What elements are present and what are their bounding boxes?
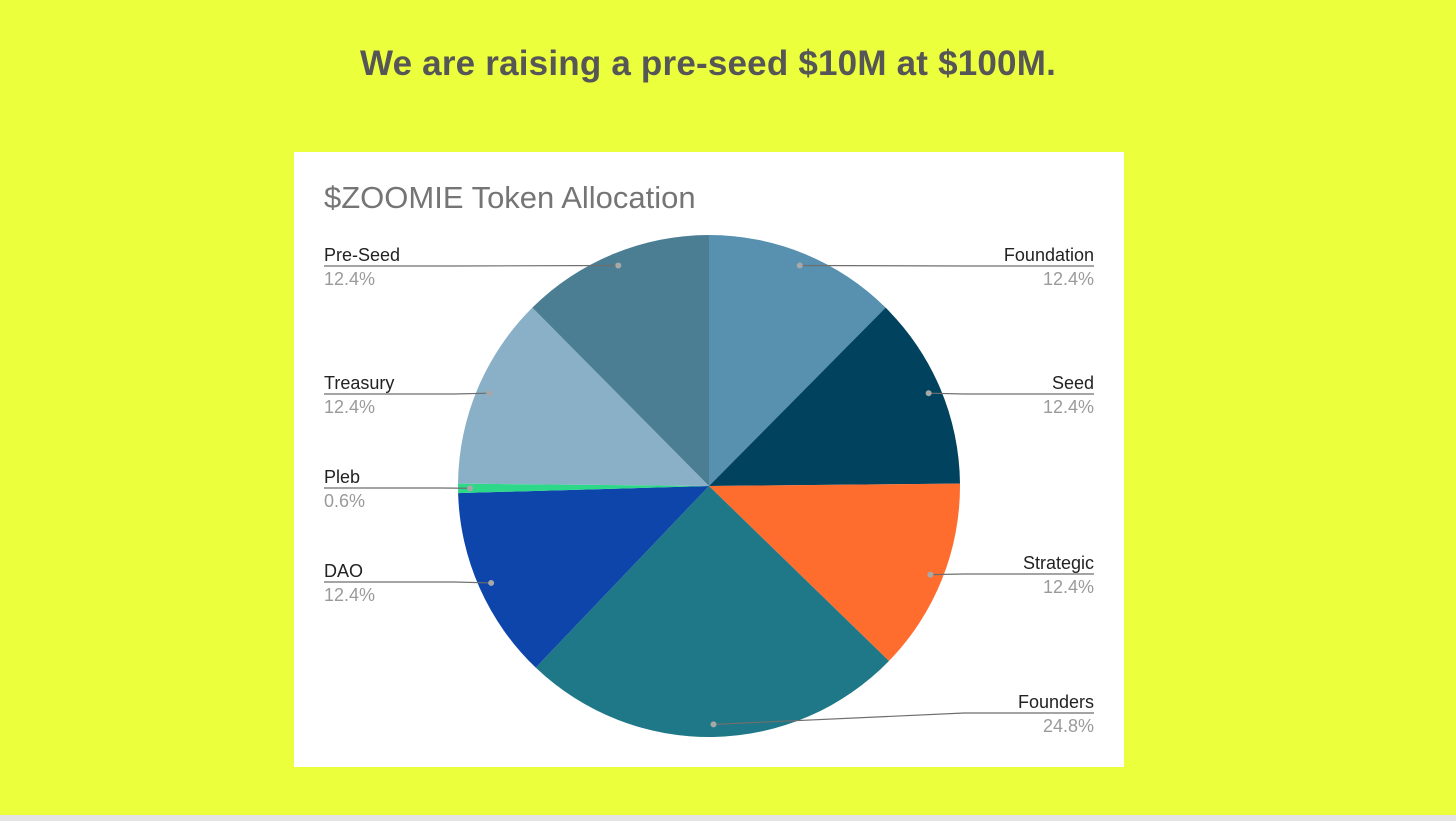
slice-value-seed: 12.4% — [1043, 397, 1094, 417]
pie-slice-treasury — [458, 307, 709, 486]
slice-value-founders: 24.8% — [1043, 716, 1094, 736]
pie-slice-foundation — [709, 235, 886, 486]
pie-slice-founders — [535, 486, 889, 737]
pie-slice-pre-seed — [532, 235, 709, 486]
slice-label-treasury: Treasury — [324, 373, 394, 393]
leader-dot-pre-seed — [615, 262, 622, 269]
chart-card: $ZOOMIE Token Allocation Foundation 12.4%… — [294, 152, 1124, 767]
slice-value-foundation: 12.4% — [1043, 269, 1094, 289]
leader-line-seed — [928, 392, 1094, 395]
slice-label-seed: Seed — [1052, 373, 1094, 393]
pie-slice-dao — [458, 486, 709, 668]
pie-slice-pleb — [458, 483, 709, 494]
leader-dot-strategic — [927, 571, 934, 578]
slice-label-dao: DAO — [324, 561, 363, 581]
pie-slice-strategic — [709, 483, 960, 661]
page-headline: We are raising a pre-seed $10M at $100M. — [359, 44, 1057, 83]
leader-line-foundation — [799, 264, 1094, 267]
slice-label-foundation: Foundation — [1004, 245, 1094, 265]
leader-line-treasury — [324, 392, 490, 395]
pie-slice-seed — [709, 307, 960, 486]
chart-title: $ZOOMIE Token Allocation — [324, 180, 696, 215]
slice-value-treasury: 12.4% — [324, 397, 375, 417]
leader-dot-seed — [925, 390, 932, 397]
leader-line-founders — [713, 712, 1094, 726]
slice-value-pleb: 0.6% — [324, 491, 365, 511]
slice-label-pre-seed: Pre-Seed — [324, 245, 400, 265]
pie-chart: Foundation 12.4% Seed 12.4% Strategic 12.4% Fo… — [324, 235, 1094, 737]
leader-line-pre-seed — [324, 264, 619, 267]
leader-line-strategic — [930, 573, 1094, 576]
slice-value-pre-seed: 12.4% — [324, 269, 375, 289]
slice-label-strategic: Strategic — [1023, 553, 1094, 573]
slice-label-pleb: Pleb — [324, 467, 360, 487]
leader-dot-treasury — [486, 390, 493, 397]
leader-dot-founders — [710, 721, 717, 728]
slice-value-dao: 12.4% — [324, 585, 375, 605]
bottom-strip — [0, 815, 1456, 821]
leader-dot-dao — [488, 579, 495, 586]
leader-dot-foundation — [796, 262, 803, 269]
slice-label-founders: Founders — [1018, 692, 1094, 712]
leader-dot-pleb — [467, 485, 474, 492]
slice-value-strategic: 12.4% — [1043, 577, 1094, 597]
leader-line-dao — [324, 581, 492, 584]
